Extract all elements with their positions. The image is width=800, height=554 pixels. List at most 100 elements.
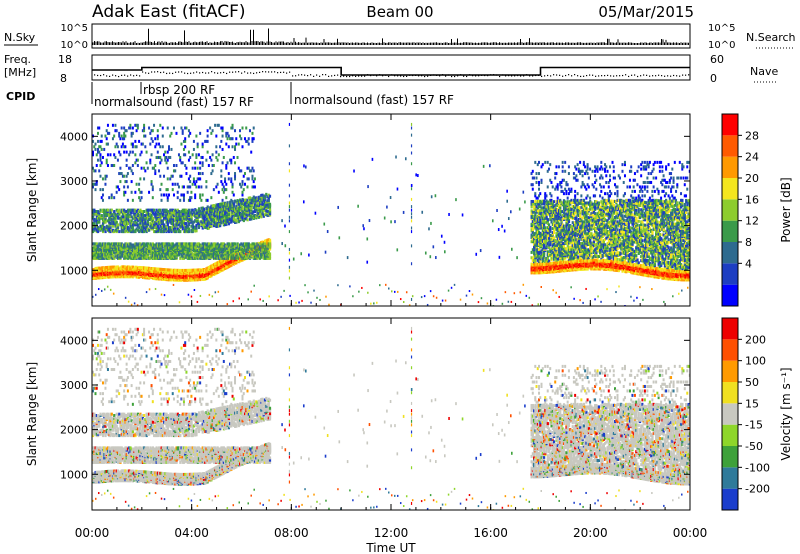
- power-cell: [231, 137, 234, 141]
- power-cell: [148, 246, 151, 250]
- power-cell: [126, 218, 130, 222]
- nave-sample: [94, 74, 96, 76]
- nave-sample: [469, 74, 471, 76]
- power-cell: [136, 243, 140, 247]
- power-cell: [176, 182, 179, 186]
- power-cell: [176, 227, 179, 231]
- power-cell: [104, 252, 107, 256]
- power-cell: [126, 172, 129, 176]
- power-cell: [131, 265, 135, 269]
- power-cell: [191, 252, 194, 256]
- power-cell: [125, 254, 128, 258]
- power-cell: [199, 131, 202, 135]
- power-cell: [201, 145, 204, 149]
- power-cell: [138, 139, 141, 143]
- power-cell: [220, 213, 223, 217]
- power-cell: [217, 123, 220, 127]
- power-cell: [159, 256, 162, 260]
- nave-sample: [316, 74, 318, 76]
- power-cell: [164, 242, 167, 246]
- power-cell: [245, 249, 248, 253]
- nave-sample: [655, 75, 657, 77]
- power-cell: [123, 218, 126, 222]
- power-cell: [154, 246, 157, 250]
- power-cell: [101, 272, 105, 276]
- power-cell: [190, 224, 193, 228]
- power-cell: [217, 153, 220, 157]
- power-cell: [115, 272, 118, 276]
- power-cell: [110, 208, 113, 212]
- power-cell: [143, 249, 146, 253]
- power-cell: [135, 265, 138, 269]
- power-cell: [196, 211, 199, 215]
- power-cell: [176, 222, 179, 226]
- power-cell: [251, 185, 254, 189]
- power-cell: [95, 153, 98, 157]
- power-cell: [119, 246, 122, 250]
- power-cell: [192, 220, 196, 224]
- power-cell: [190, 278, 193, 282]
- power-cell: [166, 277, 169, 281]
- power-cell: [143, 134, 146, 138]
- power-cell: [235, 212, 238, 216]
- power-cell: [143, 253, 146, 257]
- power-cell: [128, 267, 131, 271]
- power-cell: [160, 198, 163, 202]
- power-cell: [171, 174, 174, 178]
- power-cell: [174, 212, 177, 216]
- power-cell: [247, 242, 250, 246]
- power-cell: [134, 256, 137, 260]
- power-cell: [93, 145, 96, 149]
- power-cell: [116, 185, 119, 189]
- power-cell: [207, 242, 211, 246]
- power-cell: [131, 126, 134, 130]
- power-cell: [141, 212, 145, 216]
- power-cell: [98, 145, 101, 149]
- power-cell: [204, 242, 207, 246]
- power-cell: [192, 211, 196, 215]
- power-cell: [153, 267, 156, 271]
- power-cell: [174, 278, 177, 282]
- power-cell: [146, 211, 150, 215]
- power-cell: [92, 208, 95, 212]
- power-cell: [179, 158, 182, 162]
- power-cell: [113, 216, 116, 220]
- power-cell: [170, 255, 173, 259]
- power-cell: [252, 242, 255, 246]
- power-cell: [200, 212, 203, 216]
- power-cell: [144, 220, 147, 224]
- power-cell: [131, 164, 134, 168]
- power-cell: [235, 250, 238, 254]
- power-cell: [206, 139, 209, 143]
- power-cell: [106, 226, 110, 230]
- nave-sample: [664, 75, 666, 77]
- power-cell: [129, 242, 132, 246]
- power-cell: [109, 230, 112, 234]
- power-cell: [119, 166, 122, 170]
- power-cell: [242, 203, 245, 207]
- power-cell: [119, 219, 122, 223]
- power-cell: [194, 249, 197, 253]
- power-cell: [189, 185, 192, 189]
- nave-sample: [592, 74, 594, 76]
- power-cell: [164, 268, 167, 272]
- nave-sample: [538, 74, 540, 77]
- nave-sample: [148, 72, 150, 74]
- power-cell: [151, 196, 154, 200]
- power-cell: [124, 252, 127, 256]
- power-cell: [123, 275, 126, 279]
- power-cell: [126, 185, 129, 189]
- power-cell: [179, 174, 182, 178]
- power-cell: [226, 137, 229, 141]
- power-cell: [235, 254, 238, 258]
- power-cell: [141, 142, 144, 146]
- power-cell: [229, 254, 232, 258]
- power-cell: [138, 247, 141, 251]
- power-cell: [202, 251, 206, 255]
- power-cell: [252, 214, 255, 218]
- power-cell: [246, 198, 249, 202]
- power-cell: [96, 226, 100, 230]
- power-cell: [253, 196, 257, 200]
- power-cell: [209, 218, 212, 222]
- nave-sample: [139, 75, 141, 77]
